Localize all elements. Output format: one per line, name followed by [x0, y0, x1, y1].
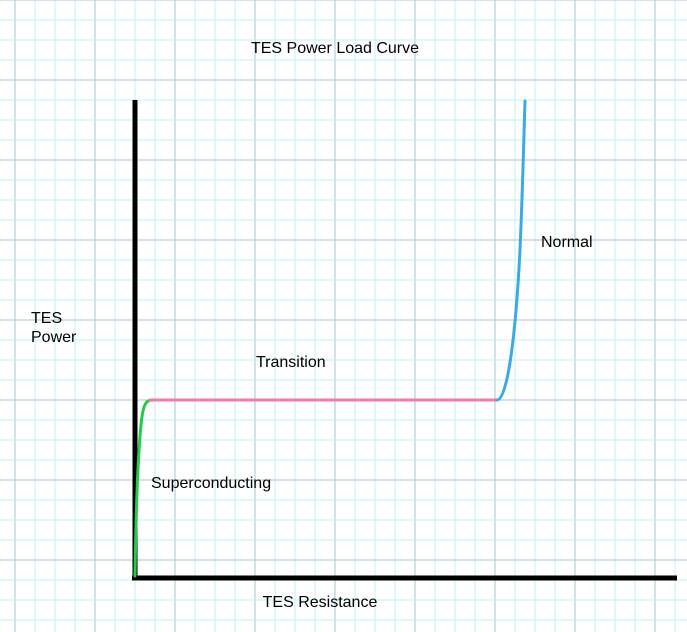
- superconducting-label: Superconducting: [151, 475, 271, 492]
- transition-label: Transition: [256, 354, 326, 371]
- normal-label: Normal: [541, 234, 593, 251]
- superconducting-curve: [133, 398, 154, 578]
- y-axis-label-line2: Power: [31, 329, 77, 346]
- diagram-title: TES Power Load Curve: [251, 40, 419, 57]
- x-axis-label: TES Resistance: [263, 594, 378, 611]
- y-axis-label-line1: TES: [31, 310, 62, 327]
- normal-curve: [495, 99, 527, 402]
